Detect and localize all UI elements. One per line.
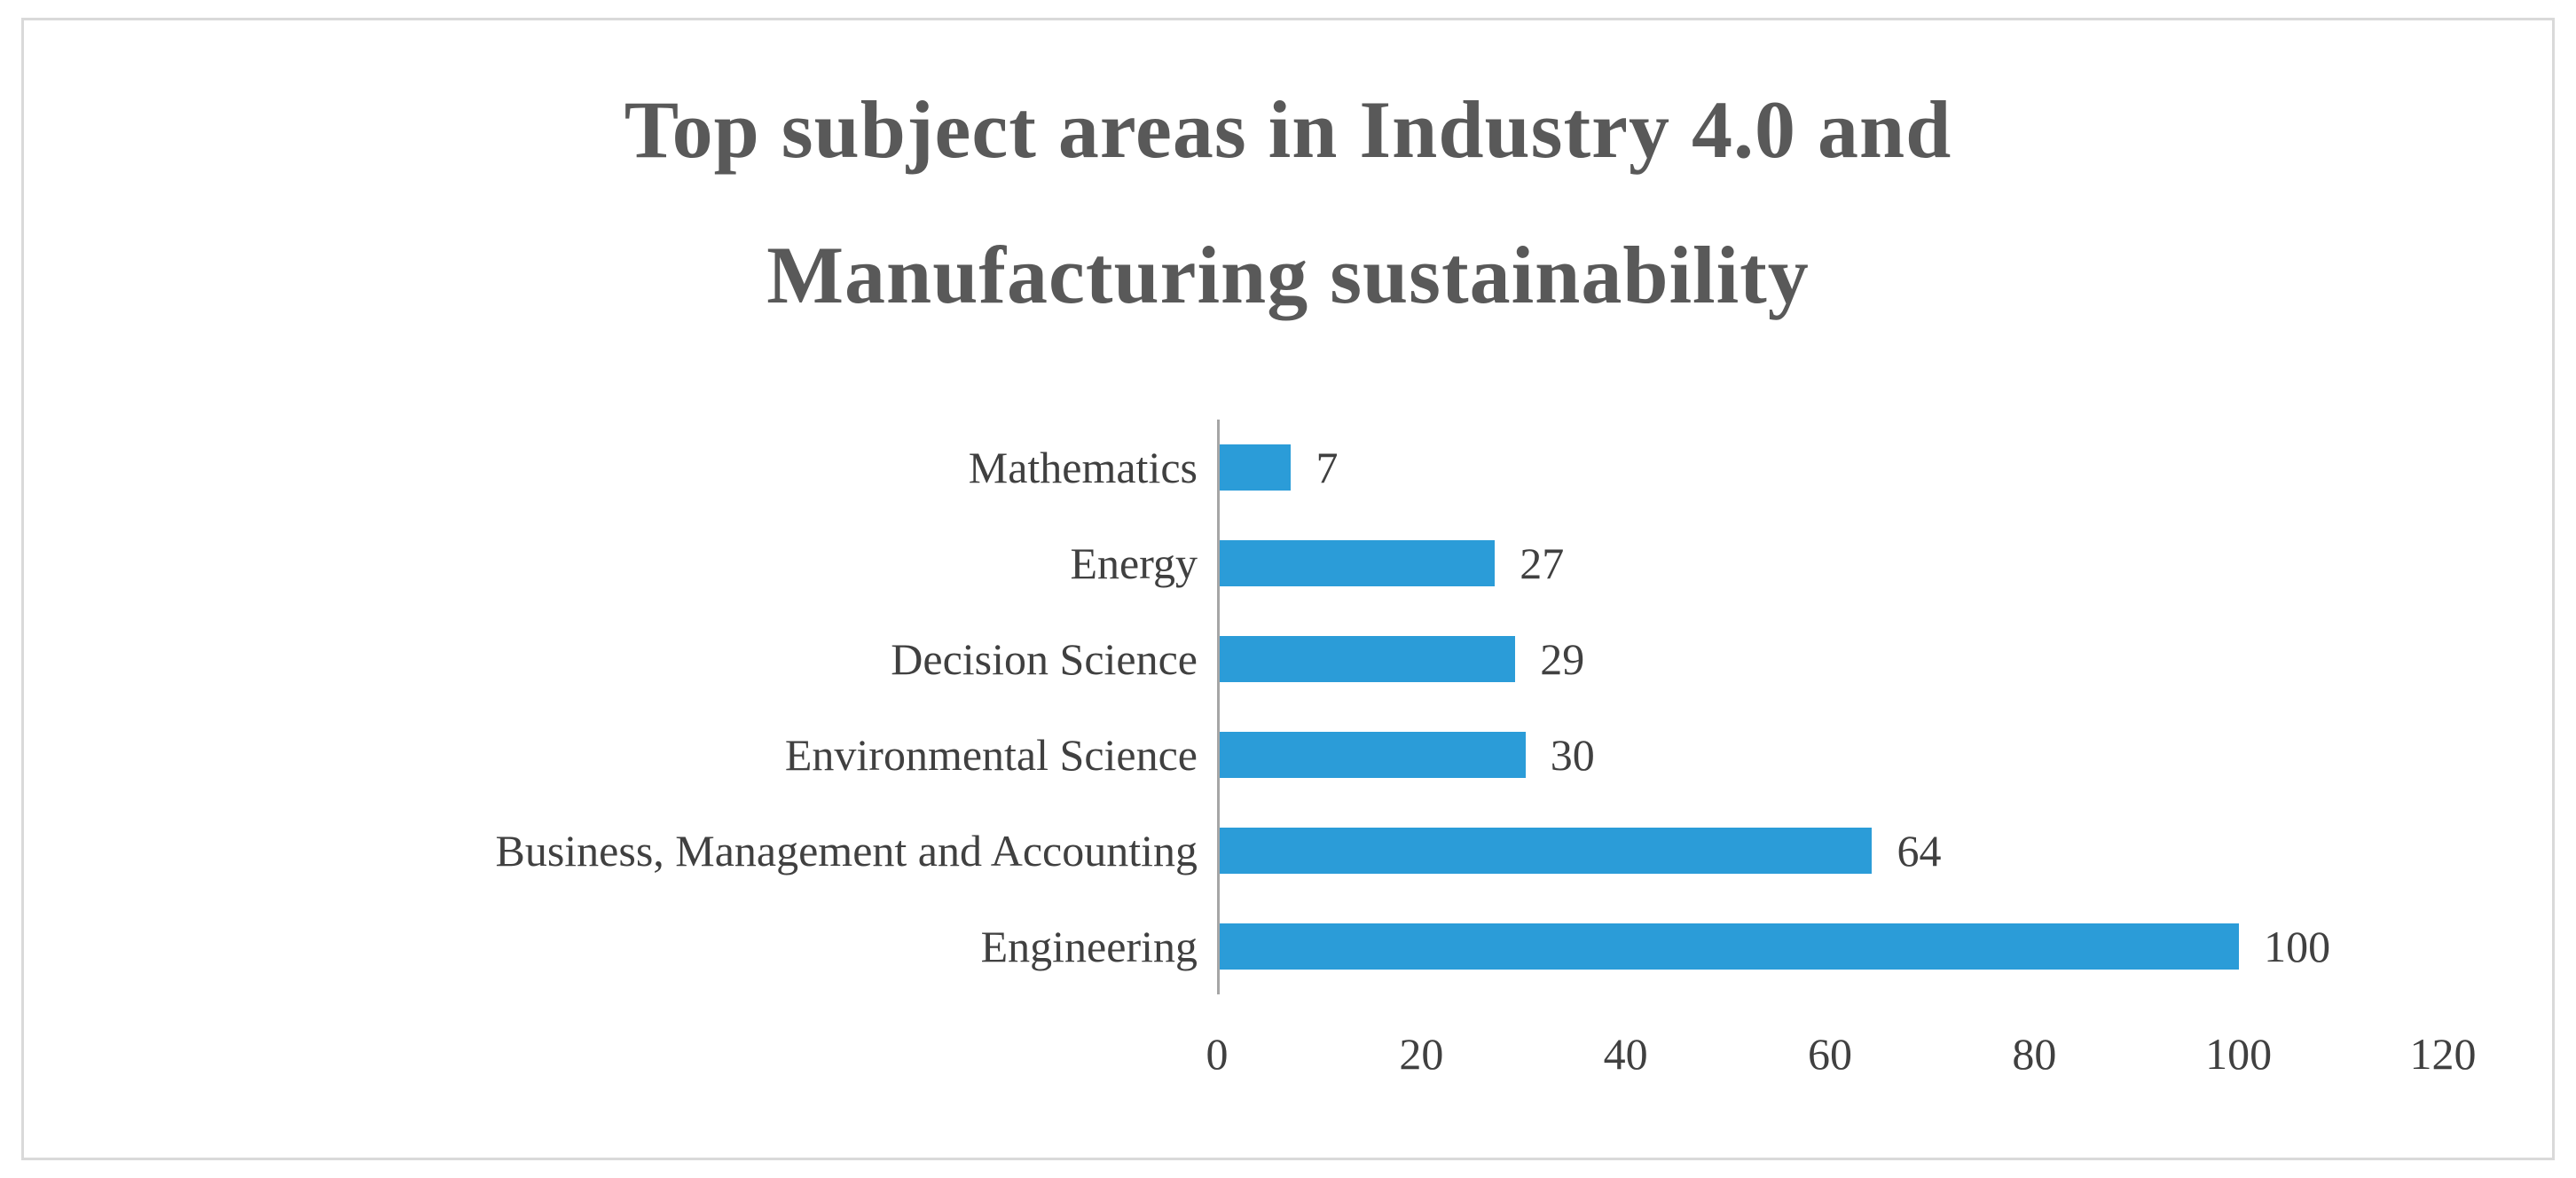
x-tick-label: 100 — [2205, 1028, 2273, 1079]
bar-row: Engineering 100 — [24, 898, 2552, 994]
bar-track: 100 — [1217, 898, 2443, 994]
bar-row: Business, Management and Accounting 64 — [24, 802, 2552, 899]
bar-track: 30 — [1217, 706, 2443, 803]
bar — [1220, 444, 1292, 491]
bar-row: Mathematics 7 — [24, 419, 2552, 515]
category-label: Business, Management and Accounting — [495, 825, 1198, 876]
category-label: Environmental Science — [784, 729, 1198, 780]
bar-track: 64 — [1217, 802, 2443, 899]
value-label: 27 — [1520, 538, 1565, 588]
chart-frame: Top subject areas in Industry 4.0 and Ma… — [21, 18, 2555, 1160]
bar-row: Energy 27 — [24, 514, 2552, 611]
x-tick-label: 0 — [1206, 1028, 1229, 1079]
category-label: Engineering — [980, 921, 1198, 971]
value-label: 29 — [1540, 633, 1585, 684]
x-tick-label: 60 — [1808, 1028, 1852, 1079]
value-label: 64 — [1897, 825, 1942, 876]
bar-row: Environmental Science 30 — [24, 706, 2552, 803]
bar-track: 29 — [1217, 610, 2443, 707]
value-label: 30 — [1550, 729, 1595, 780]
value-label: 100 — [2264, 921, 2331, 971]
bar — [1220, 539, 1496, 586]
category-label: Decision Science — [891, 633, 1198, 684]
x-axis: 0 20 40 60 80 100 120 — [1206, 1028, 2477, 1126]
bar-row: Decision Science 29 — [24, 610, 2552, 707]
bar-rows: Mathematics 7 Energy 27 Decision Science 29 En… — [24, 419, 2552, 994]
x-tick-label: 40 — [1603, 1028, 1648, 1079]
value-label: 7 — [1315, 442, 1339, 492]
bar — [1220, 827, 1873, 874]
bar — [1220, 731, 1526, 778]
x-tick-label: 120 — [2409, 1028, 2477, 1079]
bar-chart: Mathematics 7 Energy 27 Decision Science 29 En… — [24, 419, 2552, 1126]
category-label: Energy — [1070, 538, 1198, 588]
x-tick-label: 80 — [2012, 1028, 2057, 1079]
bar — [1220, 635, 1516, 682]
bar — [1220, 923, 2240, 970]
category-label: Mathematics — [968, 442, 1198, 492]
chart-title: Top subject areas in Industry 4.0 and Ma… — [624, 84, 1952, 320]
x-tick-label: 20 — [1399, 1028, 1444, 1079]
bar-track: 27 — [1217, 514, 2443, 611]
bar-track: 7 — [1217, 419, 2443, 515]
